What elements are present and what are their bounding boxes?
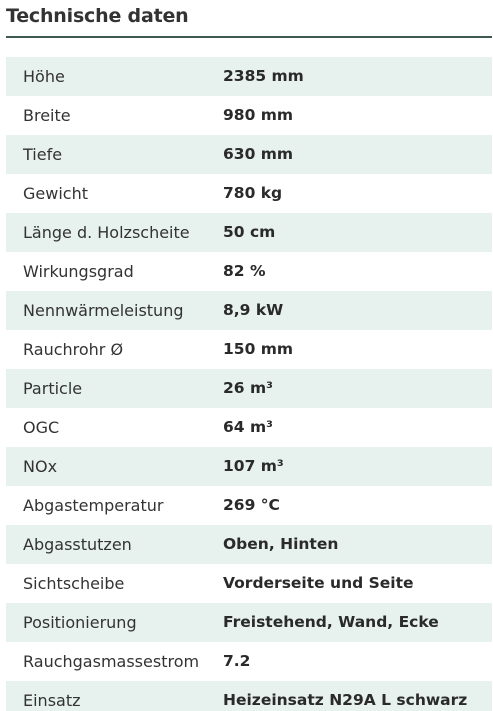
- section-title: Technische daten: [6, 5, 189, 27]
- spec-row-tiefe: Tiefe 630 mm: [6, 135, 492, 174]
- spec-label: Einsatz: [23, 691, 81, 710]
- spec-row-laenge-holzscheite: Länge d. Holzscheite 50 cm: [6, 213, 492, 252]
- spec-label: Particle: [23, 379, 83, 398]
- spec-label: Rauchgasmassestrom: [23, 652, 200, 671]
- spec-value: Freistehend, Wand, Ecke: [223, 613, 439, 631]
- spec-label: Breite: [23, 106, 71, 125]
- spec-label: NOx: [23, 457, 58, 476]
- spec-value: 7.2: [223, 652, 251, 670]
- spec-row-rauchrohr: Rauchrohr Ø 150 mm: [6, 330, 492, 369]
- spec-label: Tiefe: [23, 145, 63, 164]
- spec-row-abgasstutzen: Abgasstutzen Oben, Hinten: [6, 525, 492, 564]
- spec-value: 26 m³: [223, 379, 273, 397]
- spec-value: 150 mm: [223, 340, 294, 358]
- spec-value: Vorderseite und Seite: [223, 574, 414, 592]
- spec-row-wirkungsgrad: Wirkungsgrad 82 %: [6, 252, 492, 291]
- spec-label: OGC: [23, 418, 60, 437]
- spec-label: Gewicht: [23, 184, 88, 203]
- spec-row-positionierung: Positionierung Freistehend, Wand, Ecke: [6, 603, 492, 642]
- spec-row-particle: Particle 26 m³: [6, 369, 492, 408]
- spec-label: Positionierung: [23, 613, 137, 632]
- spec-value: 82 %: [223, 262, 266, 280]
- spec-label: Wirkungsgrad: [23, 262, 134, 281]
- spec-value: 269 °C: [223, 496, 280, 514]
- spec-row-einsatz: Einsatz Heizeinsatz N29A L schwarz: [6, 681, 492, 711]
- spec-label: Abgasstutzen: [23, 535, 132, 554]
- spec-value: 107 m³: [223, 457, 284, 475]
- spec-row-abgastemperatur: Abgastemperatur 269 °C: [6, 486, 492, 525]
- spec-value: 8,9 kW: [223, 301, 284, 319]
- spec-label: Nennwärmeleistung: [23, 301, 184, 320]
- spec-value: 64 m³: [223, 418, 273, 436]
- spec-value: 50 cm: [223, 223, 276, 241]
- spec-label: Sichtscheibe: [23, 574, 125, 593]
- spec-label: Höhe: [23, 67, 65, 86]
- spec-row-gewicht: Gewicht 780 kg: [6, 174, 492, 213]
- spec-value: Oben, Hinten: [223, 535, 339, 553]
- spec-row-breite: Breite 980 mm: [6, 96, 492, 135]
- spec-row-hoehe: Höhe 2385 mm: [6, 57, 492, 96]
- spec-label: Abgastemperatur: [23, 496, 164, 515]
- spec-label: Rauchrohr Ø: [23, 340, 124, 359]
- spec-row-nennwaermeleistung: Nennwärmeleistung 8,9 kW: [6, 291, 492, 330]
- spec-table: Höhe 2385 mm Breite 980 mm Tiefe 630 mm …: [6, 57, 492, 711]
- spec-label: Länge d. Holzscheite: [23, 223, 190, 242]
- section-header: Technische daten: [6, 0, 492, 38]
- spec-value: 630 mm: [223, 145, 294, 163]
- spec-row-ogc: OGC 64 m³: [6, 408, 492, 447]
- spec-value: 2385 mm: [223, 67, 304, 85]
- spec-row-nox: NOx 107 m³: [6, 447, 492, 486]
- spec-value: 980 mm: [223, 106, 294, 124]
- spec-value: Heizeinsatz N29A L schwarz: [223, 691, 468, 709]
- spec-row-sichtscheibe: Sichtscheibe Vorderseite und Seite: [6, 564, 492, 603]
- spec-row-rauchgasmassestrom: Rauchgasmassestrom 7.2: [6, 642, 492, 681]
- spec-value: 780 kg: [223, 184, 283, 202]
